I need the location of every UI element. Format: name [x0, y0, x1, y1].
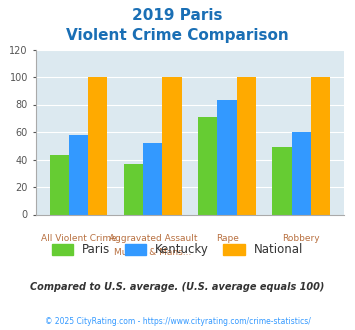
Bar [124, 164, 143, 214]
Text: Robbery: Robbery [283, 234, 320, 243]
Bar [311, 77, 330, 214]
Legend: Paris, Kentucky, National: Paris, Kentucky, National [47, 239, 308, 261]
Bar [143, 143, 163, 214]
Text: Aggravated Assault: Aggravated Assault [109, 234, 197, 243]
Text: Violent Crime Comparison: Violent Crime Comparison [66, 28, 289, 43]
Text: 2019 Paris: 2019 Paris [132, 8, 223, 23]
Bar [217, 100, 237, 214]
Bar [163, 77, 182, 214]
Text: Murder & Mans...: Murder & Mans... [114, 248, 191, 257]
Bar [272, 147, 292, 214]
Text: © 2025 CityRating.com - https://www.cityrating.com/crime-statistics/: © 2025 CityRating.com - https://www.city… [45, 317, 310, 326]
Bar [69, 135, 88, 214]
Bar [292, 132, 311, 214]
Text: All Violent Crime: All Violent Crime [40, 234, 116, 243]
Bar [88, 77, 108, 214]
Bar [237, 77, 256, 214]
Text: Compared to U.S. average. (U.S. average equals 100): Compared to U.S. average. (U.S. average … [30, 282, 325, 292]
Text: Rape: Rape [215, 234, 239, 243]
Bar [50, 155, 69, 214]
Bar [198, 117, 217, 214]
